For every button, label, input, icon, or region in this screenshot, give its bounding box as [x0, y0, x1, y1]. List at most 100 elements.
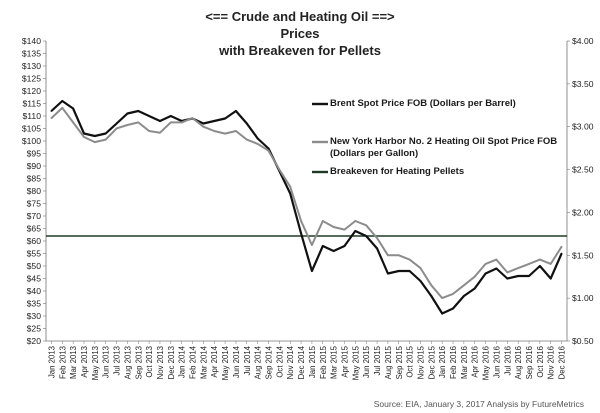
heating-oil-price-point — [397, 254, 400, 257]
heating-oil-price-point — [104, 138, 107, 141]
brent-price-point — [126, 112, 129, 115]
y-left-tick-label: $85 — [27, 174, 42, 184]
x-tick-label: Nov 2016 — [547, 346, 556, 379]
heating-oil-price-point — [50, 117, 53, 120]
y-right-tick-label: $3.50 — [572, 79, 594, 89]
x-tick-label: Feb 2015 — [319, 345, 328, 379]
brent-price-point — [473, 287, 476, 290]
brent-price-point — [517, 275, 520, 277]
x-tick-label: Jun 2016 — [492, 346, 501, 378]
chart-title-line-1: <== Crude and Heating Oil ==> — [205, 9, 395, 24]
brent-price-point — [495, 267, 498, 270]
x-tick-label: Sep 2013 — [134, 346, 143, 379]
x-tick-label: Jun 2014 — [232, 345, 241, 378]
y-right-tick-label: $3.00 — [572, 122, 594, 132]
heating-oil-price-point — [267, 149, 270, 152]
heating-oil-price-point — [126, 124, 129, 126]
x-tick-label: Aug 2016 — [514, 346, 523, 379]
y-left-tick-label: $90 — [27, 161, 42, 171]
x-tick-label: Jan 2016 — [438, 346, 447, 378]
heating-oil-price-point — [343, 228, 346, 231]
brent-price-point — [93, 135, 96, 137]
y-left-tick-label: $100 — [22, 136, 41, 146]
heating-oil-price-point — [148, 130, 151, 132]
y-right-tick-label: $2.00 — [572, 207, 594, 217]
brent-price-point — [245, 122, 248, 125]
x-tick-label: Oct 2016 — [536, 346, 545, 378]
x-tick-label: Sep 2016 — [525, 346, 534, 379]
heating-oil-price-point — [376, 237, 378, 240]
x-tick-label: Jun 2013 — [102, 346, 111, 378]
brent-price-point — [61, 100, 64, 102]
brent-price-point — [408, 270, 411, 272]
heating-oil-price-point — [61, 106, 64, 109]
brent-price-point — [115, 122, 118, 125]
x-tick-label: Dec 2016 — [558, 346, 567, 379]
heating-oil-price-point — [213, 130, 216, 132]
x-tick-label: Jul 2013 — [113, 346, 122, 375]
brent-price-point — [343, 245, 346, 247]
brent-price-point — [235, 110, 237, 112]
x-tick-label: Aug 2015 — [384, 345, 393, 379]
heating-oil-price-point — [137, 121, 140, 124]
heating-oil-price-point — [452, 292, 454, 295]
x-tick-label: Mar 2014 — [199, 345, 208, 379]
brent-price-point — [452, 307, 454, 310]
x-tick-label: Dec 2013 — [167, 346, 176, 379]
chart-title-line-2: Prices — [280, 26, 320, 41]
heating-oil-price-point — [506, 271, 509, 274]
heating-oil-price-point — [528, 262, 530, 265]
y-left-tick-label: $110 — [23, 111, 42, 121]
heating-oil-price-point — [191, 117, 194, 120]
x-tick-label: Jan 2014 — [178, 345, 187, 378]
brent-price-point — [50, 110, 53, 112]
y-left-tick-label: $105 — [22, 124, 41, 134]
x-tick-label: Dec 2015 — [427, 345, 436, 379]
y-left-tick-label: $35 — [27, 299, 42, 309]
y-left-tick-label: $95 — [27, 149, 42, 159]
brent-price-point — [224, 117, 226, 120]
x-tick-label: Jan 2013 — [47, 346, 56, 378]
y-left-tick-label: $25 — [27, 324, 42, 334]
brent-price-point — [397, 270, 400, 272]
brent-price-point — [148, 115, 151, 117]
y-left-tick-label: $45 — [27, 274, 42, 284]
heating-oil-price-point — [560, 245, 563, 248]
x-tick-label: Mar 2015 — [330, 345, 339, 379]
y-left-tick-label: $30 — [27, 311, 42, 321]
heating-oil-price-point — [441, 297, 444, 300]
heating-oil-price-point — [538, 258, 541, 261]
x-tick-label: Jul 2015 — [373, 345, 382, 375]
heating-oil-price-point — [462, 284, 465, 287]
brent-price-point — [365, 235, 368, 237]
brent-price-point — [267, 147, 270, 150]
heating-oil-price-point — [354, 220, 357, 222]
x-tick-label: Sep 2015 — [395, 345, 404, 379]
heating-oil-price-line — [50, 106, 563, 300]
brent-price-point — [213, 120, 216, 122]
brent-price-point — [484, 272, 487, 275]
brent-price-point — [549, 277, 552, 280]
brent-price-point — [300, 232, 302, 235]
heating-oil-price-point — [83, 136, 85, 138]
brent-price-point — [83, 132, 85, 135]
x-tick-label: May 2013 — [91, 346, 100, 380]
heating-oil-price-point — [495, 258, 498, 261]
y-left-tick-label: $70 — [27, 211, 42, 221]
brent-price-point — [202, 122, 205, 125]
x-tick-label: Mar 2013 — [69, 346, 78, 379]
y-right-tick-label: $1.50 — [572, 250, 594, 260]
y-left-tick-label: $125 — [22, 74, 41, 84]
brent-price-point — [387, 272, 389, 275]
heating-oil-price-point — [321, 220, 324, 222]
x-tick-label: Nov 2015 — [416, 345, 425, 379]
y-left-tick-label: $60 — [27, 236, 42, 246]
x-tick-label: Feb 2016 — [449, 346, 458, 379]
y-left-tick-label: $80 — [27, 186, 42, 196]
heating-oil-price-point — [278, 168, 281, 171]
x-tick-label: Feb 2014 — [189, 345, 198, 379]
y-left-tick-label: $75 — [27, 199, 42, 209]
heating-oil-price-point — [473, 275, 476, 278]
x-tick-label: Nov 2014 — [286, 345, 295, 379]
y-left-tick-label: $120 — [22, 86, 41, 96]
